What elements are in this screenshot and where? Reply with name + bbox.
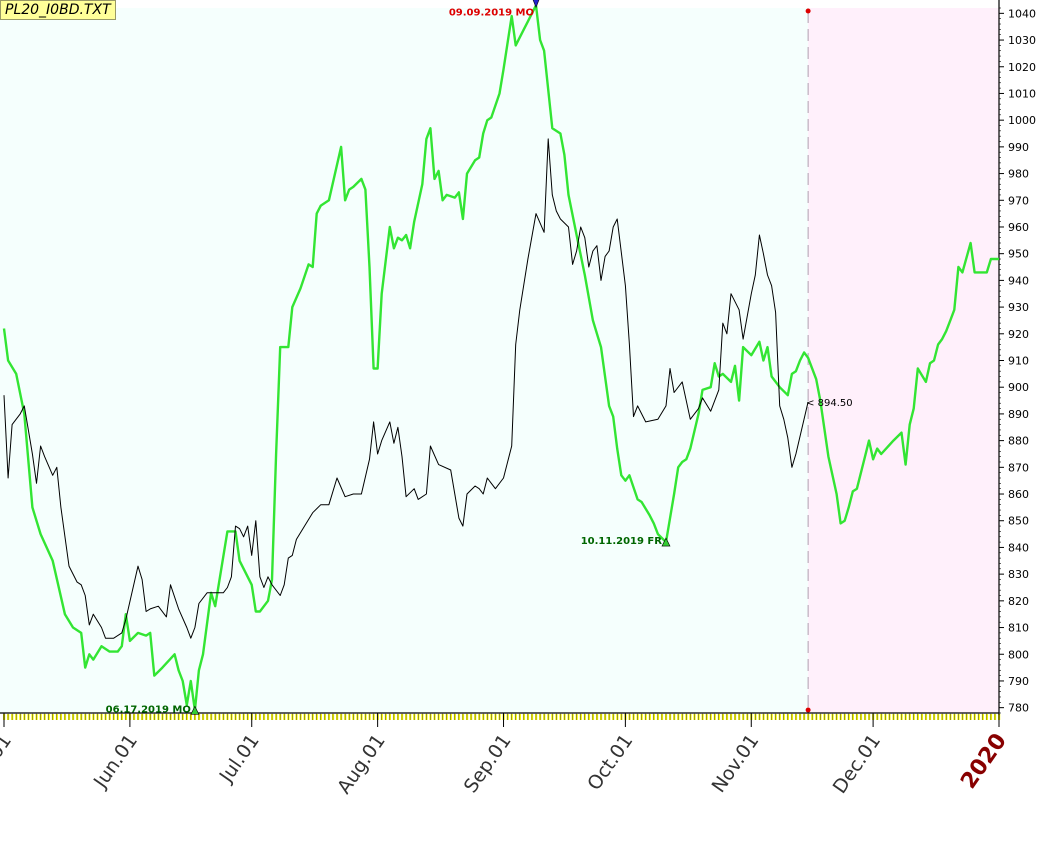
y-tick-label: 1040 [1008, 7, 1036, 20]
series-lines [2, 4, 999, 712]
pivot-high-marker [532, 0, 540, 9]
y-tick-label: 940 [1008, 274, 1029, 287]
y-tick-label: 890 [1008, 408, 1029, 421]
annotations: 09.09.2019 MO 06.17.2019 MO 10.11.2019 FR <… [106, 0, 853, 715]
x-tick-label: Jul.01 [215, 730, 264, 787]
plot-background [0, 8, 809, 713]
y-tick-label: 870 [1008, 461, 1029, 474]
pivot-low-marker [661, 537, 671, 547]
y-tick-label: 930 [1008, 301, 1029, 314]
y-tick-label: 800 [1008, 648, 1029, 661]
projection-marker-bottom [805, 707, 811, 713]
y-tick-label: 950 [1008, 248, 1029, 261]
y-tick-label: 780 [1008, 702, 1029, 715]
pivot-low-marker [190, 705, 200, 715]
y-tick-label: 850 [1008, 515, 1029, 528]
y-tick-label: 840 [1008, 541, 1029, 554]
y-tick-label: 980 [1008, 168, 1029, 181]
x-tick-label: Oct.01 [583, 730, 637, 794]
series-green [2, 4, 999, 712]
series-black [3, 138, 809, 639]
y-tick-label: 1020 [1008, 61, 1036, 74]
x-tick-label: Aug.01 [333, 730, 390, 798]
y-tick-label: 960 [1008, 221, 1029, 234]
y-tick-label: 920 [1008, 328, 1029, 341]
x-tick-label: Dec.01 [829, 730, 885, 797]
x-tick-label: May.01 [0, 730, 16, 797]
y-tick-label: 1030 [1008, 34, 1036, 47]
chart-title: PL20_I0BD.TXT [0, 0, 116, 20]
y-axis: 780 790 800 810 820 830 840 850 860 870 880 890 900 9… [998, 0, 1036, 715]
y-tick-label: 1010 [1008, 87, 1036, 100]
pivot-low-label: 10.11.2019 FR [581, 536, 663, 547]
y-tick-label: 880 [1008, 435, 1029, 448]
x-tick-label: Jun.01 [89, 730, 142, 793]
y-tick-label: 830 [1008, 568, 1029, 581]
y-tick-label: 1000 [1008, 114, 1036, 127]
y-tick-label: 820 [1008, 595, 1029, 608]
y-tick-label: 970 [1008, 194, 1029, 207]
last-value-label: < 894.50 [806, 398, 853, 409]
x-tick-label: 2020 [956, 729, 1012, 793]
pivot-high-label: 09.09.2019 MO [449, 7, 534, 18]
y-tick-label: 900 [1008, 381, 1029, 394]
x-tick-label: Nov.01 [708, 730, 764, 797]
x-tick-label: Sep.01 [460, 730, 516, 797]
projection-background [808, 8, 999, 713]
projection-marker-top [805, 8, 811, 14]
pivot-low-label: 06.17.2019 MO [106, 704, 191, 715]
x-axis: May.01 Jun.01 Jul.01 Aug.01 Sep.01 Oct.01 Nov.… [0, 712, 1012, 798]
y-tick-label: 910 [1008, 355, 1029, 368]
y-tick-label: 990 [1008, 141, 1029, 154]
y-tick-label: 790 [1008, 675, 1029, 688]
y-tick-label: 860 [1008, 488, 1029, 501]
y-tick-label: 810 [1008, 622, 1029, 635]
